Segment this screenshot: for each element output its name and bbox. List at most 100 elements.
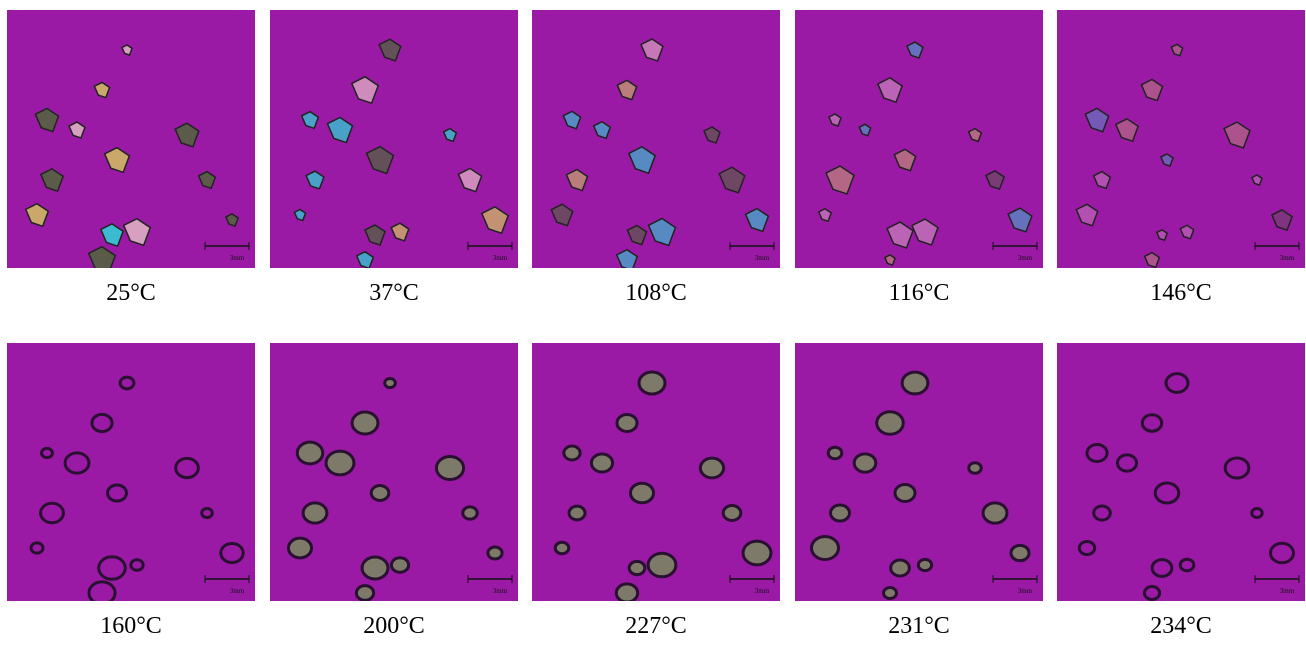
droplet [831, 505, 850, 521]
scale-label: 3mm [1280, 587, 1295, 595]
droplet [723, 506, 741, 521]
crystal [1171, 44, 1182, 55]
droplet [902, 372, 928, 394]
droplet [969, 463, 981, 474]
droplet [891, 560, 910, 576]
droplet [1270, 543, 1293, 563]
micrograph: 3mm [1057, 10, 1305, 268]
droplet [92, 414, 112, 431]
crystal [458, 168, 481, 191]
crystal [885, 255, 895, 265]
micrograph-image: 3mm [1057, 10, 1305, 268]
crystal [878, 78, 902, 102]
crystal [26, 204, 49, 227]
crystal [365, 225, 385, 245]
droplet [629, 561, 645, 574]
crystal [829, 114, 841, 126]
droplet [221, 543, 243, 562]
crystal [746, 209, 769, 232]
page: 3mm25°C3mm37°C3mm108°C3mm116°C3mm146°C3m… [0, 0, 1306, 645]
crystal [105, 148, 130, 173]
micrograph-image: 3mm [7, 10, 255, 268]
crystal [907, 42, 923, 58]
crystal [94, 82, 109, 97]
droplet [371, 486, 389, 501]
droplet [617, 414, 637, 431]
scale-label: 3mm [230, 254, 245, 262]
temperature-label: 25°C [7, 280, 255, 307]
crystal [627, 225, 646, 244]
droplet [1252, 509, 1262, 518]
droplet [120, 377, 134, 389]
scale-label: 3mm [1018, 587, 1033, 595]
scale-label: 3mm [1280, 254, 1295, 262]
crystal [551, 204, 572, 225]
temperature-label: 227°C [532, 613, 780, 640]
crystal [101, 224, 123, 246]
droplet [743, 541, 771, 565]
droplet [591, 454, 612, 472]
crystal [357, 252, 374, 268]
droplet [176, 458, 199, 477]
crystal [35, 108, 58, 131]
droplet [202, 508, 213, 517]
crystal [1145, 253, 1160, 268]
droplet [391, 558, 408, 573]
droplet [828, 447, 842, 459]
crystal [124, 219, 151, 246]
droplet [362, 557, 388, 579]
micrograph-image: 3mm [532, 10, 780, 268]
droplet [108, 485, 127, 501]
scale-label: 3mm [493, 587, 508, 595]
micrograph: 3mm [795, 10, 1043, 268]
crystal [641, 39, 663, 61]
crystal [367, 147, 394, 174]
droplet [385, 378, 396, 387]
droplet [630, 483, 653, 503]
scale-label: 3mm [1018, 254, 1033, 262]
droplet [463, 507, 477, 519]
droplet [884, 587, 897, 598]
temperature-label: 116°C [795, 280, 1043, 307]
droplet [1155, 483, 1179, 503]
scale-label: 3mm [230, 587, 245, 595]
scale-label: 3mm [755, 587, 770, 595]
droplet [99, 557, 126, 580]
droplet [89, 582, 115, 601]
micrograph-image: 3mm [270, 343, 518, 601]
crystal [1094, 172, 1111, 189]
crystal [391, 223, 409, 241]
crystal [1116, 119, 1138, 141]
crystal [175, 123, 199, 147]
micrograph-image: 3mm [795, 343, 1043, 601]
droplet [1117, 455, 1136, 471]
crystal [617, 250, 638, 268]
crystal [69, 122, 85, 138]
temperature-label: 160°C [7, 613, 255, 640]
droplet [352, 412, 378, 434]
temperature-label: 231°C [795, 613, 1043, 640]
droplet [1094, 506, 1111, 520]
micrograph: 3mm [270, 343, 518, 601]
crystal [1224, 122, 1250, 148]
micrograph-image: 3mm [7, 343, 255, 601]
micrograph-image: 3mm [270, 10, 518, 268]
droplet [569, 506, 585, 520]
crystal [352, 77, 378, 103]
droplet [616, 584, 637, 601]
crystal [887, 222, 913, 248]
droplet [326, 451, 354, 475]
droplet [1152, 560, 1172, 577]
temperature-label: 108°C [532, 280, 780, 307]
crystal [969, 129, 982, 142]
droplet [356, 586, 373, 601]
crystal [1076, 204, 1097, 225]
droplet [555, 542, 569, 554]
crystal [379, 39, 401, 61]
droplet [811, 537, 838, 560]
crystal [1141, 79, 1162, 100]
crystal [306, 171, 324, 189]
scale-label: 3mm [755, 254, 770, 262]
droplet [1087, 444, 1107, 461]
micrograph: 3mm [532, 343, 780, 601]
